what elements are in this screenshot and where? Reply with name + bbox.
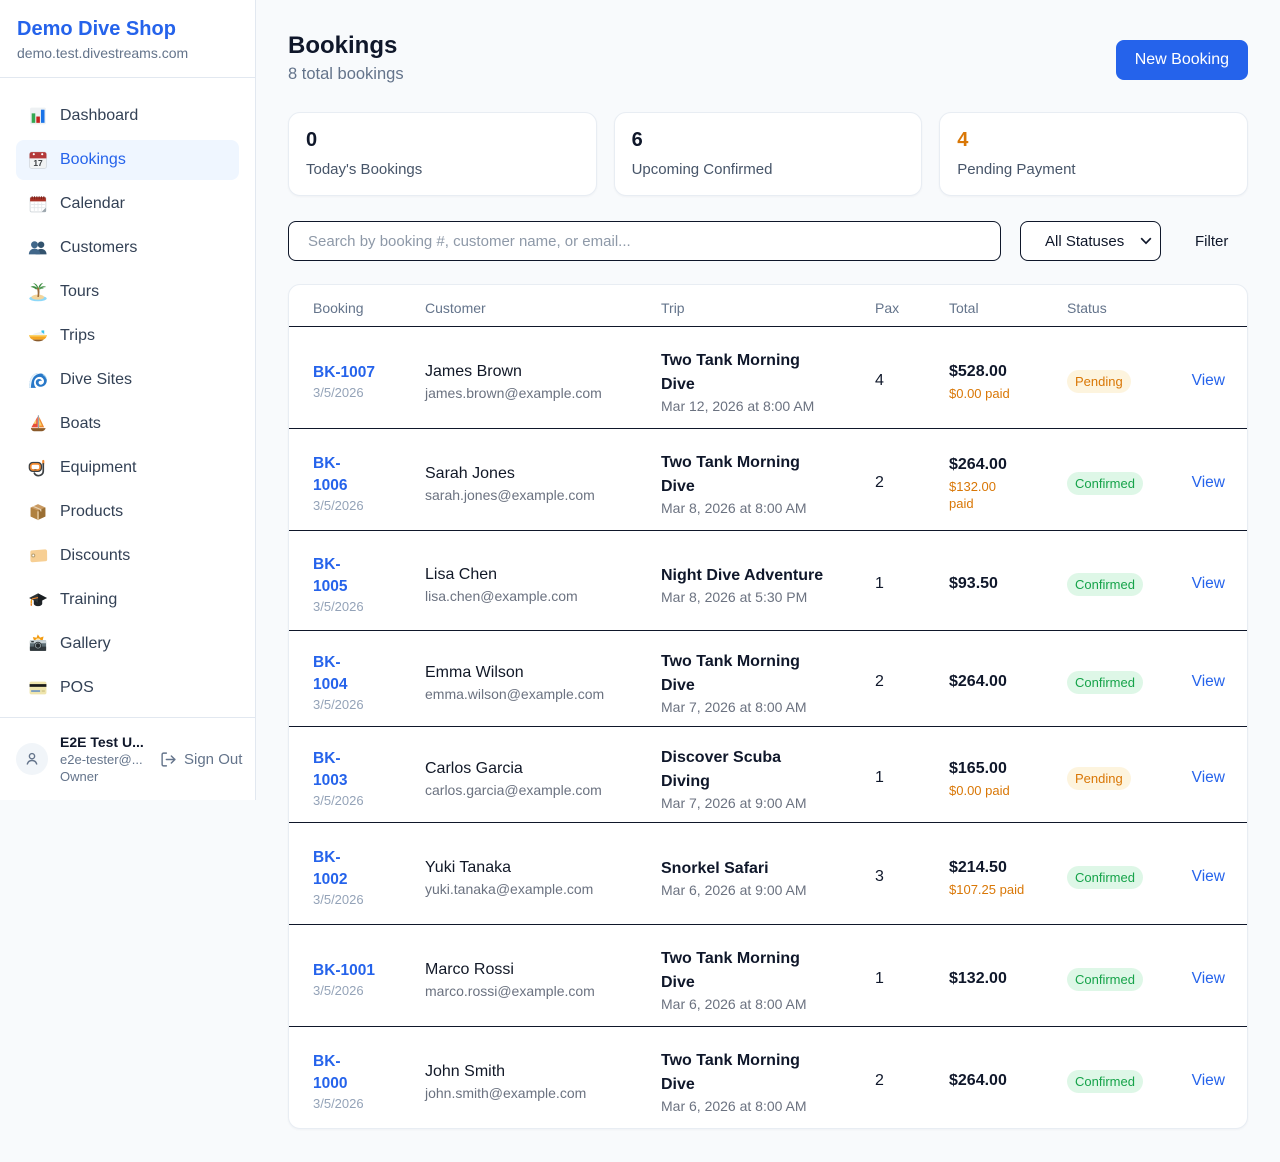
svg-text:17: 17	[33, 158, 43, 168]
